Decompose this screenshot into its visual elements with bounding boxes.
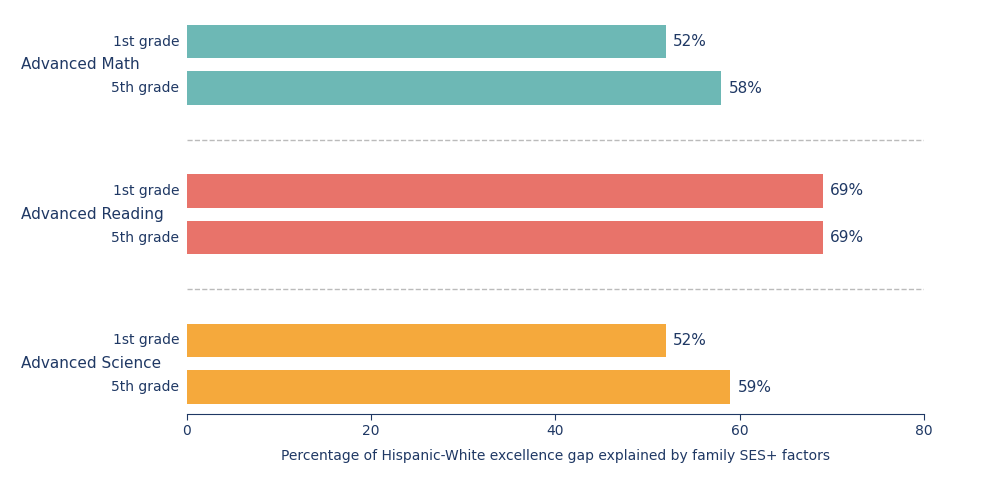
Text: Advanced Reading: Advanced Reading [21, 207, 163, 222]
Bar [187, 25, 666, 58]
Bar [187, 72, 722, 105]
Text: 59%: 59% [738, 379, 772, 394]
Text: 58%: 58% [728, 81, 763, 96]
Text: 52%: 52% [673, 333, 707, 348]
Text: 69%: 69% [830, 184, 864, 198]
Text: 1st grade: 1st grade [113, 35, 179, 49]
Text: 5th grade: 5th grade [111, 380, 179, 394]
Text: Advanced Science: Advanced Science [21, 356, 161, 371]
Bar [187, 323, 666, 357]
Text: 1st grade: 1st grade [113, 334, 179, 347]
Text: 1st grade: 1st grade [113, 184, 179, 198]
Bar [187, 221, 823, 254]
Text: Advanced Math: Advanced Math [21, 57, 140, 73]
Bar [187, 174, 823, 208]
Text: 69%: 69% [830, 230, 864, 245]
Text: 5th grade: 5th grade [111, 81, 179, 95]
X-axis label: Percentage of Hispanic-White excellence gap explained by family SES+ factors: Percentage of Hispanic-White excellence … [281, 450, 830, 464]
Text: 5th grade: 5th grade [111, 231, 179, 244]
Text: 52%: 52% [673, 34, 707, 49]
Bar [187, 370, 730, 404]
